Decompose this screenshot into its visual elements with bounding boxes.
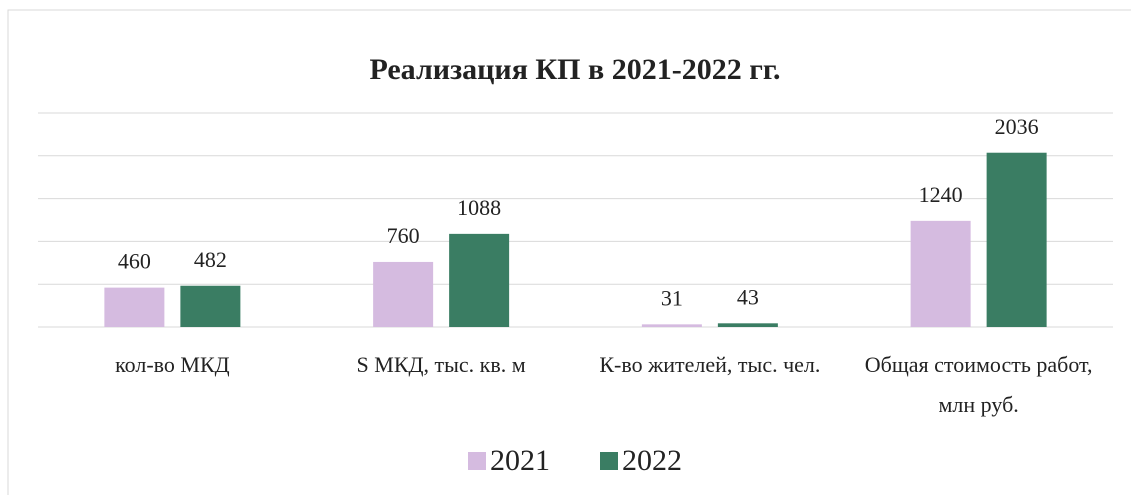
- data-label: 482: [194, 247, 227, 272]
- x-tick-label: кол-во МКД: [115, 352, 230, 377]
- legend-label: 2022: [622, 444, 682, 477]
- legend-label: 2021: [490, 444, 550, 477]
- data-label: 31: [661, 285, 683, 310]
- data-label: 43: [737, 284, 759, 309]
- data-label: 460: [118, 249, 151, 274]
- data-label: 2036: [995, 114, 1039, 139]
- bar: [910, 220, 971, 327]
- chart-title: Реализация КП в 2021-2022 гг.: [369, 53, 780, 86]
- bar: [717, 323, 778, 327]
- bar: [373, 261, 434, 327]
- x-tick-label: К-во жителей, тыс. чел.: [599, 352, 821, 377]
- legend-swatch: [600, 452, 618, 470]
- data-label: 1240: [919, 182, 963, 207]
- x-tick-label: Общая стоимость работ, млн руб.: [864, 352, 1093, 417]
- data-label: 760: [387, 223, 420, 248]
- data-label: 1088: [457, 195, 501, 220]
- bar: [986, 152, 1047, 327]
- legend-swatch: [468, 452, 486, 470]
- bar: [104, 287, 165, 327]
- bar: [641, 324, 702, 327]
- x-tick-label: S МКД, тыс. кв. м: [356, 352, 526, 377]
- bar: [180, 285, 241, 327]
- bar: [449, 233, 510, 327]
